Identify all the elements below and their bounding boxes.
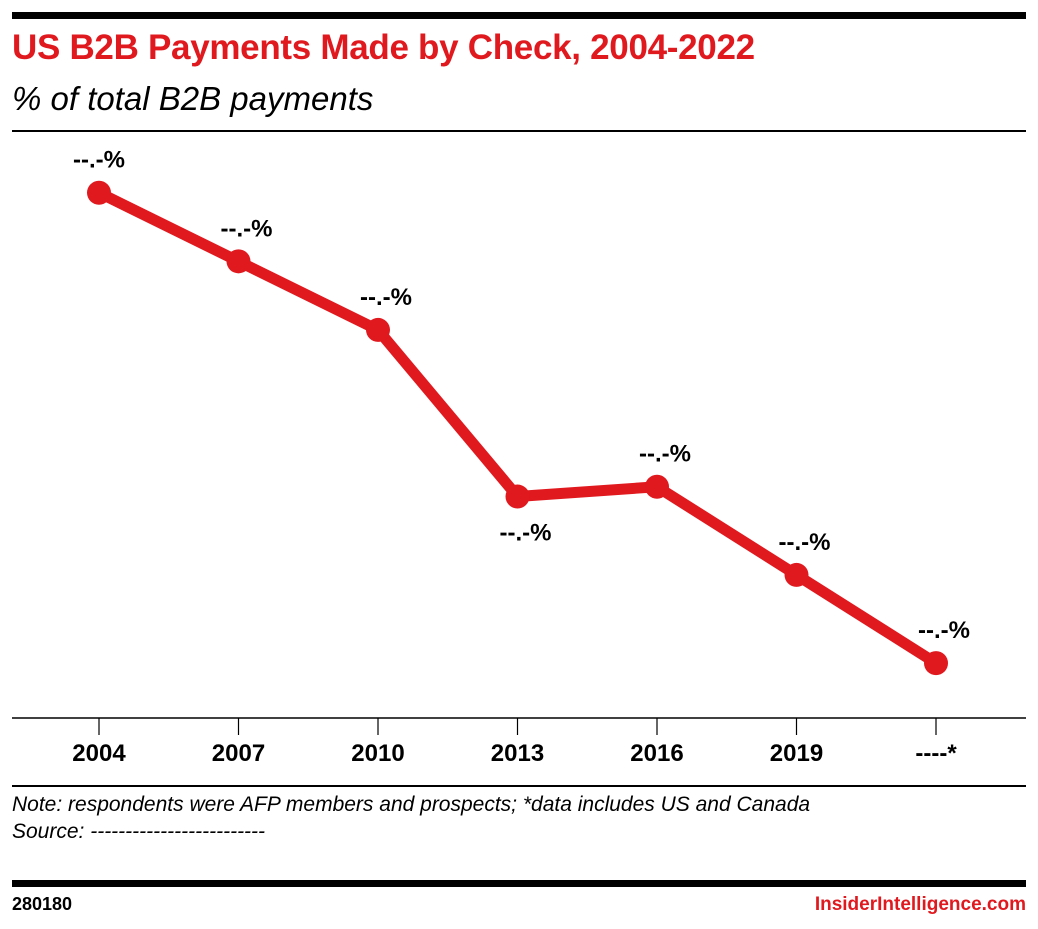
data-label: --.-% — [918, 617, 970, 644]
data-point — [645, 474, 669, 499]
bottom-rule — [12, 880, 1026, 887]
data-label: --.-% — [500, 520, 552, 547]
data-point — [87, 180, 111, 205]
data-point — [226, 249, 251, 274]
data-label: --.-% — [779, 529, 831, 556]
data-label: --.-% — [639, 441, 691, 468]
x-tick-label: 2013 — [491, 740, 544, 767]
header-rule — [12, 130, 1026, 132]
data-point — [784, 562, 809, 587]
x-tick-label: 2010 — [351, 740, 404, 767]
chart-source: Source: ------------------------- — [12, 820, 266, 843]
x-tick-label: 2019 — [770, 740, 823, 767]
brand-link[interactable]: InsiderIntelligence.com — [814, 894, 1026, 915]
footer-rule — [12, 785, 1026, 787]
chart-subtitle: % of total B2B payments — [12, 80, 374, 117]
x-tick-label: 2016 — [630, 740, 683, 767]
data-label: --.-% — [360, 284, 412, 311]
data-point — [924, 651, 948, 676]
data-label: --.-% — [221, 215, 273, 242]
series-path — [96, 187, 939, 668]
top-rule — [12, 12, 1026, 19]
data-label: --.-% — [73, 147, 125, 174]
x-tick-label: 2004 — [72, 740, 126, 767]
chart-id: 280180 — [12, 894, 73, 914]
data-point — [505, 484, 530, 509]
chart-note: Note: respondents were AFP members and p… — [12, 793, 811, 816]
chart-title: US B2B Payments Made by Check, 2004-2022 — [12, 28, 755, 67]
x-tick-label: ----* — [915, 740, 957, 767]
data-labels: --.-% --.-% --.-% --.-% --.-% --.-% --.-% — [73, 147, 970, 644]
x-axis: 2004 2007 2010 2013 2016 2019 ----* — [12, 717, 1026, 767]
x-tick-label: 2007 — [212, 740, 265, 767]
series-line — [87, 180, 948, 676]
data-point — [366, 317, 390, 342]
